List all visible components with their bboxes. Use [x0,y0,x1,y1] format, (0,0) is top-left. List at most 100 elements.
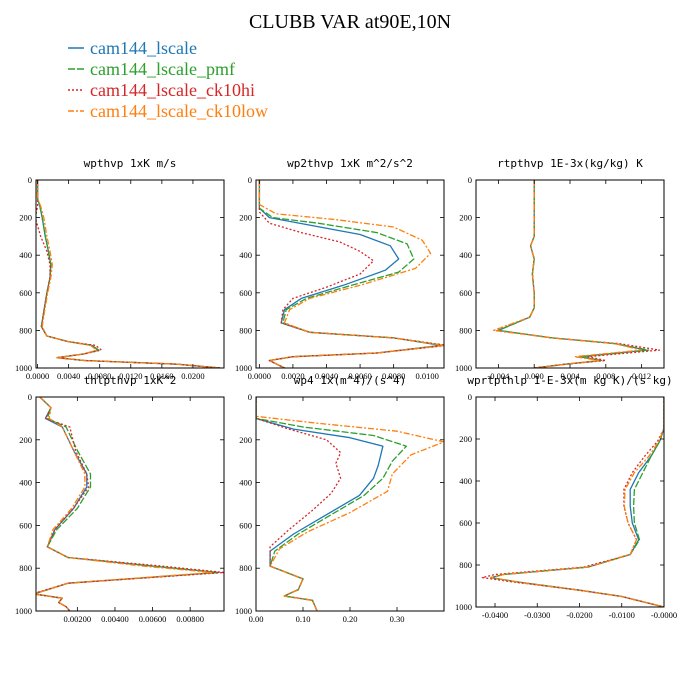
panel: wprtpthlp 1-E-3x(m kg K)/(s kg) 0 200 400 60… [455,374,677,620]
y-tick-label: 400 [459,250,472,260]
x-tick-label: 0.008 [596,371,615,381]
panel: thlpthvp 1xK^2 0 200 400 600 800 1000 0.00200 0.… [15,374,225,624]
panel-title: rtpthvp 1E-3x(kg/kg) K [497,157,643,170]
y-tick-label: 1000 [15,606,32,616]
legend-label: cam144_lscale_ck10low [90,101,268,121]
series-line [258,180,444,368]
panel-frame [255,179,445,369]
figure-title: CLUBB VAR at90E,10N [249,11,451,33]
legend-item: cam144_lscale_ck10hi [68,80,255,100]
x-tick-label: 0.0120 [119,371,142,381]
series-line [490,397,664,607]
x-tick-label: 0.000 [525,371,544,381]
panel-frame [35,179,225,369]
x-tick-label: 0.0040 [57,371,80,381]
panel-title: wprtpthlp 1-E-3x(m kg K)/(s kg) [467,374,672,387]
x-tick-label: 0.0080 [88,371,111,381]
series-line [36,180,221,368]
legend-label: cam144_lscale [90,38,197,58]
panel-curves [493,180,661,368]
panel-title: thlpthvp 1xK^2 [84,374,177,387]
legend-item: cam144_lscale [68,38,197,58]
y-tick-label: 600 [239,520,252,530]
y-tick-label: 200 [19,435,32,445]
y-tick-label: 1000 [455,363,472,373]
y-tick-label: 600 [19,520,32,530]
panel-frame [475,396,665,608]
y-tick-label: 1000 [455,602,472,612]
panel-frame [35,396,225,612]
legend-label: cam144_lscale_ck10hi [90,80,255,100]
y-tick-label: 0 [28,175,32,185]
y-tick-label: 0 [468,392,472,402]
panel-curves [36,397,224,611]
x-tick-label: 0.0000 [248,371,271,381]
series-line [481,397,664,607]
y-tick-label: 1000 [15,363,32,373]
x-tick-label: 0.00 [249,614,264,624]
y-tick-label: 400 [459,476,472,486]
legend: cam144_lscalecam144_lscale_pmfcam144_lsc… [68,38,268,121]
x-tick-label: 0.00800 [176,614,204,624]
x-tick-label: 0.0060 [348,371,371,381]
series-line [490,397,664,607]
x-tick-label: 0.0160 [150,371,173,381]
series-line [256,397,444,611]
panel-curves [258,180,444,368]
x-tick-label: 0.0100 [416,371,439,381]
y-tick-label: 400 [239,250,252,260]
y-tick-label: 200 [459,434,472,444]
series-line [36,397,224,611]
panel-curves [481,397,664,607]
y-tick-label: 0 [28,392,32,402]
x-tick-label: -0.0200 [566,610,592,620]
panel: rtpthvp 1E-3x(kg/kg) K 0 200 400 600 800 1000 -… [455,157,665,381]
x-tick-label: 0.0040 [315,371,338,381]
series-line [493,180,643,368]
y-tick-label: 200 [19,213,32,223]
y-tick-label: 1000 [235,363,252,373]
panel-title: wp4 1x(m^4)/(s^4) [294,374,407,387]
panel-curves [36,180,221,368]
series-line [258,180,444,368]
series-line [256,397,342,611]
panel-curves [256,397,444,611]
x-tick-label: 0.00400 [101,614,129,624]
y-tick-label: 400 [19,250,32,260]
panel-title: wpthvp 1xK m/s [84,157,177,170]
y-tick-label: 600 [19,288,32,298]
y-tick-label: 0 [248,175,252,185]
series-line [256,397,408,611]
series-line [36,180,221,368]
x-tick-label: 0.20 [343,614,358,624]
x-tick-label: -0.0300 [524,610,550,620]
x-tick-label: -0.0000 [651,610,677,620]
y-tick-label: 200 [239,435,252,445]
y-tick-label: 1000 [235,606,252,616]
series-line [258,180,444,368]
legend-label: cam144_lscale_pmf [90,59,235,79]
y-tick-label: 800 [19,563,32,573]
legend-item: cam144_lscale_ck10low [68,101,268,121]
series-line [36,397,214,611]
y-tick-label: 800 [239,563,252,573]
y-tick-label: 200 [239,213,252,223]
panel-title: wp2thvp 1xK m^2/s^2 [287,157,413,170]
y-tick-label: 800 [459,560,472,570]
y-tick-label: 800 [19,325,32,335]
y-tick-label: 600 [459,518,472,528]
x-tick-label: 0.00200 [64,614,92,624]
y-tick-label: 0 [248,392,252,402]
x-tick-label: 0.00600 [139,614,167,624]
series-line [36,180,221,368]
series-line [258,180,442,368]
x-tick-label: 0.012 [632,371,651,381]
x-tick-label: 0.0080 [382,371,405,381]
x-tick-label: 0.0200 [181,371,204,381]
y-tick-label: 400 [19,478,32,488]
y-tick-label: 200 [459,213,472,223]
x-tick-label: -0.004 [487,371,510,381]
